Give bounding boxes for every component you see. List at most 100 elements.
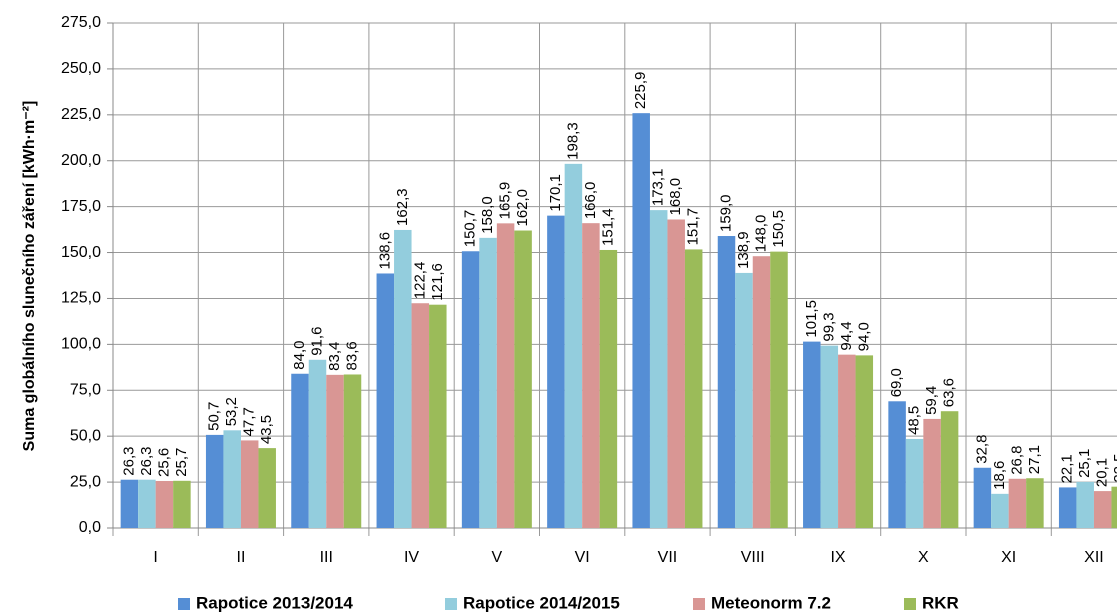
legend-label: Rapotice 2014/2015 [463, 593, 620, 612]
x-tick-label: XII [1084, 549, 1104, 566]
value-label: 151,7 [685, 208, 702, 246]
bar [855, 355, 874, 528]
bar [649, 210, 668, 528]
bar [717, 236, 736, 528]
bar [735, 272, 753, 528]
x-tick-label: VIII [741, 549, 765, 566]
value-label: 43,5 [258, 415, 275, 444]
x-tick-label: XI [1001, 549, 1016, 566]
value-label: 94,0 [855, 322, 872, 351]
x-tick-label: X [918, 549, 929, 566]
bar [667, 219, 685, 528]
bar [240, 440, 259, 528]
x-tick-label: III [320, 549, 333, 566]
legend-label: RKR [922, 593, 959, 612]
bar [770, 251, 788, 529]
x-tick-label: VII [658, 549, 678, 566]
bar [173, 480, 191, 528]
value-label: 22,5 [1111, 453, 1117, 482]
value-label: 150,7 [462, 210, 479, 248]
value-label: 83,6 [343, 341, 360, 370]
x-tick-label: I [153, 549, 157, 566]
value-label: 48,5 [906, 406, 923, 435]
value-label: 50,7 [206, 402, 223, 431]
legend-swatch [904, 598, 916, 610]
bar [496, 223, 515, 528]
bar [1076, 481, 1094, 528]
bar [940, 411, 959, 528]
bar [684, 249, 703, 528]
value-label: 94,4 [838, 321, 855, 350]
value-label: 138,6 [376, 232, 393, 270]
value-label: 122,4 [411, 262, 428, 300]
bar [461, 251, 480, 528]
value-label: 18,6 [991, 461, 1008, 490]
value-label: 168,0 [667, 178, 684, 216]
bar [803, 341, 821, 528]
legend-swatch [693, 598, 705, 610]
value-label: 165,9 [497, 182, 514, 220]
y-tick-label: 75,0 [70, 381, 101, 398]
bar [394, 229, 412, 528]
bar [973, 467, 992, 528]
y-tick-label: 100,0 [61, 336, 101, 353]
bar [599, 249, 618, 528]
x-tick-label: VI [575, 549, 590, 566]
bar [479, 237, 497, 528]
value-label: 150,5 [770, 210, 787, 248]
x-tick-label: V [492, 549, 503, 566]
value-label: 20,1 [1094, 458, 1111, 487]
y-tick-label: 150,0 [61, 244, 101, 261]
bar [138, 479, 156, 528]
legend-swatch [445, 598, 457, 610]
value-label: 99,3 [820, 312, 837, 341]
value-label: 26,3 [138, 447, 155, 476]
value-label: 53,2 [223, 397, 240, 426]
value-label: 138,9 [735, 231, 752, 269]
y-tick-label: 175,0 [61, 198, 101, 215]
bar [905, 438, 924, 528]
bar [923, 418, 941, 528]
x-tick-label: IX [830, 549, 845, 566]
value-label: 148,0 [752, 215, 769, 253]
value-label: 47,7 [241, 407, 258, 436]
value-label: 225,9 [632, 72, 649, 110]
bar [326, 374, 344, 528]
bar [820, 345, 839, 528]
bar [632, 113, 650, 528]
bar [838, 354, 856, 528]
bar [991, 493, 1009, 528]
value-label: 63,6 [941, 378, 958, 407]
value-label: 27,1 [1026, 445, 1043, 474]
bar [547, 215, 565, 528]
y-tick-label: 250,0 [61, 60, 101, 77]
bar [1008, 478, 1027, 528]
value-label: 158,0 [479, 196, 496, 234]
value-label: 26,3 [120, 447, 137, 476]
value-label: 25,1 [1076, 449, 1093, 478]
bar [120, 479, 139, 528]
bar [1111, 486, 1117, 528]
legend-label: Rapotice 2013/2014 [196, 593, 353, 612]
value-label: 159,0 [717, 194, 734, 232]
x-tick-label: IV [404, 549, 419, 566]
bar [205, 434, 224, 528]
value-label: 25,7 [173, 448, 190, 477]
bar [582, 223, 600, 528]
value-label: 170,1 [547, 174, 564, 212]
value-label: 121,6 [429, 263, 446, 301]
x-tick-label: II [237, 549, 246, 566]
bar [514, 230, 532, 528]
value-label: 69,0 [888, 368, 905, 397]
bar [411, 303, 430, 528]
y-axis-label: Suma globálního slunečního záření [kWh·m… [21, 101, 38, 452]
value-label: 32,8 [973, 435, 990, 464]
value-label: 83,4 [326, 342, 343, 371]
y-tick-label: 275,0 [61, 14, 101, 31]
legend-swatch [178, 598, 190, 610]
bar [223, 430, 241, 528]
y-tick-label: 25,0 [70, 473, 101, 490]
bar [888, 401, 906, 528]
bar [258, 448, 276, 528]
